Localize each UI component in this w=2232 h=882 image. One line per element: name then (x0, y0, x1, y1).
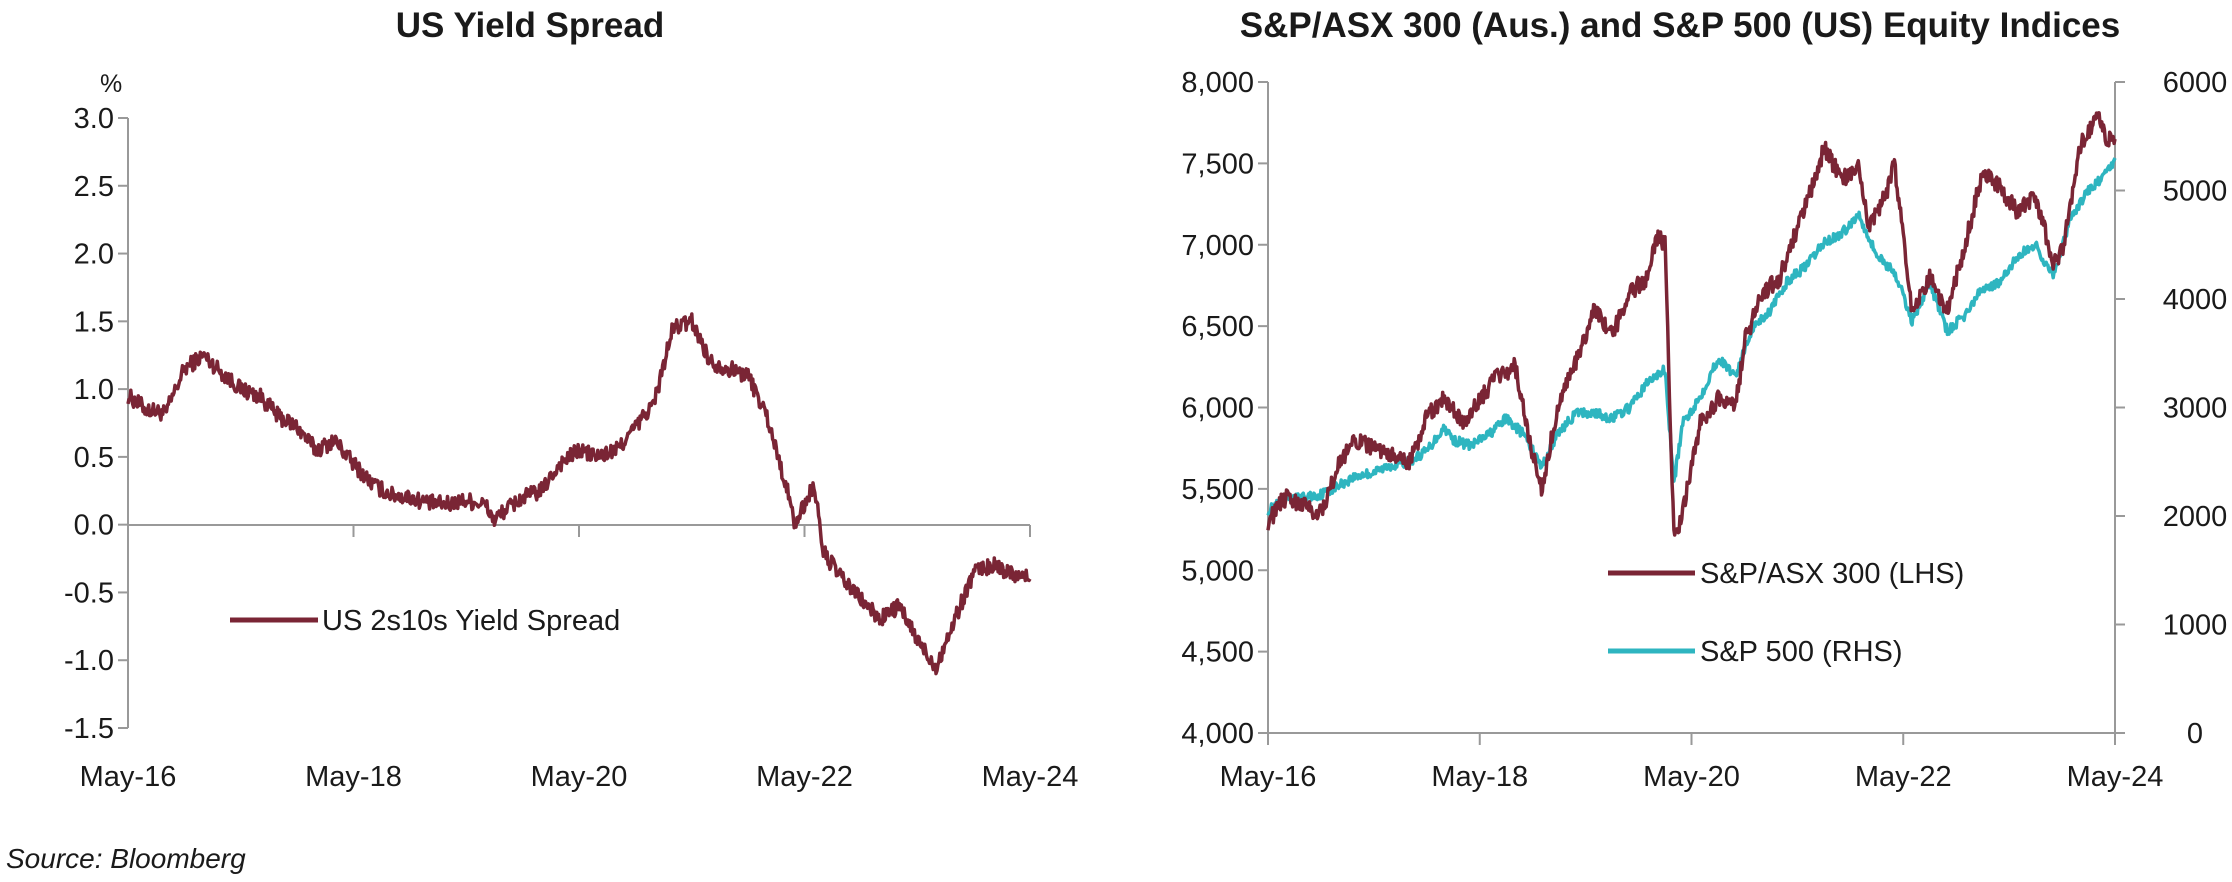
right-y-tick-label: 6000 (2163, 67, 2228, 99)
yield-spread-x-ticks: May-16 May-18 May-20 May-22 May-24 (80, 525, 1079, 793)
x-tick-label: May-22 (756, 761, 853, 793)
right-y-tick-label: 4000 (2163, 284, 2228, 316)
right-y-tick-label: 2000 (2163, 501, 2228, 533)
left-y-tick-label: 7,000 (1181, 230, 1254, 262)
yield-spread-series (126, 312, 1032, 676)
y-tick-label: 2.5 (74, 171, 114, 203)
equity-series (1266, 111, 2117, 537)
y-tick-label: 3.0 (74, 103, 114, 135)
left-y-tick-label: 4,000 (1181, 718, 1254, 750)
x-tick-label: May-18 (1431, 761, 1528, 793)
left-y-tick-label: 7,500 (1181, 148, 1254, 180)
equity-legend: S&P/ASX 300 (LHS) S&P 500 (RHS) (1608, 558, 1964, 668)
left-y-tick-label: 4,500 (1181, 637, 1254, 669)
y-tick-label: -1.5 (64, 713, 114, 745)
left-y-tick-label: 8,000 (1181, 67, 1254, 99)
x-tick-label: May-22 (1855, 761, 1952, 793)
legend-label-us-2s10s: US 2s10s Yield Spread (322, 605, 620, 637)
yield-spread-legend: US 2s10s Yield Spread (230, 605, 620, 637)
legend-label-sp500: S&P 500 (RHS) (1700, 636, 1903, 668)
y-tick-label: 2.0 (74, 239, 114, 271)
x-tick-label: May-24 (2067, 761, 2164, 793)
left-y-tick-label: 5,500 (1181, 474, 1254, 506)
series-line-s-p-asx-300-lhs (1266, 111, 2117, 537)
right-y-tick-label: 0 (2187, 718, 2203, 750)
y-tick-label: -0.5 (64, 577, 114, 609)
chart-title-yield-spread: US Yield Spread (395, 6, 665, 45)
left-y-tick-label: 6,500 (1181, 311, 1254, 343)
x-tick-label: May-16 (80, 761, 177, 793)
x-tick-label: May-16 (1220, 761, 1317, 793)
x-tick-label: May-20 (1643, 761, 1740, 793)
right-y-tick-label: 3000 (2163, 393, 2228, 425)
y-tick-label: 1.5 (74, 306, 114, 338)
right-y-tick-label: 1000 (2163, 610, 2228, 642)
y-tick-label: 0.0 (74, 510, 114, 542)
left-y-tick-label: 5,000 (1181, 555, 1254, 587)
yield-spread-unit-label: % (100, 70, 122, 98)
equity-left-y-ticks: 8,000 7,500 7,000 6,500 6,000 5,500 5,000 4,500… (1181, 67, 1268, 750)
yield-spread-y-ticks: 3.0 2.5 2.0 1.5 1.0 0.5 0.0 -0.5 -1.0 -1.5 (64, 103, 128, 745)
x-tick-label: May-18 (305, 761, 402, 793)
y-tick-label: 1.0 (74, 374, 114, 406)
x-tick-label: May-20 (531, 761, 628, 793)
y-tick-label: -1.0 (64, 645, 114, 677)
equity-right-y-ticks: 6000 5000 4000 3000 2000 1000 0 (2115, 67, 2227, 750)
source-note: Source: Bloomberg (6, 843, 246, 874)
left-y-tick-label: 6,000 (1181, 393, 1254, 425)
x-tick-label: May-24 (982, 761, 1079, 793)
legend-label-asx300: S&P/ASX 300 (LHS) (1700, 558, 1964, 590)
chart-title-equity-indices: S&P/ASX 300 (Aus.) and S&P 500 (US) Equi… (1239, 6, 2121, 45)
series-line-us-2s10s-yield-spread (126, 312, 1032, 676)
equity-x-ticks: May-16 May-18 May-20 May-22 May-24 (1220, 733, 2164, 793)
right-y-tick-label: 5000 (2163, 176, 2228, 208)
y-tick-label: 0.5 (74, 442, 114, 474)
